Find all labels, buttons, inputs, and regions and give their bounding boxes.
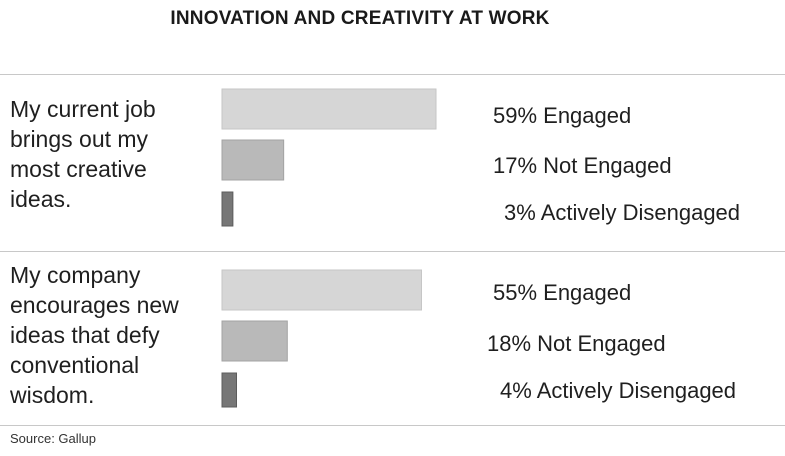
question-1-label: My current job brings out my most creati… [10,96,156,212]
bar-label-q2-actively-disengaged: 4% Actively Disengaged [500,378,736,403]
source-note: Source: Gallup [10,431,96,446]
question-2-label: My company encourages new ideas that def… [10,262,179,408]
bar-q1-not-engaged [221,139,285,181]
bar-q2-not-engaged [221,320,288,362]
chart-title: INNOVATION AND CREATIVITY AT WORK [170,8,550,29]
bar-q1-engaged [221,88,437,130]
middle-divider [0,251,785,252]
bottom-divider [0,425,785,426]
bar-label-q1-actively-disengaged: 3% Actively Disengaged [504,200,740,225]
bar-label-q1-not-engaged: 17% Not Engaged [493,153,672,178]
bar-label-q2-not-engaged: 18% Not Engaged [487,331,666,356]
bar-q2-actively-disengaged [221,372,238,408]
top-divider [0,74,785,75]
bar-label-q2-engaged: 55% Engaged [493,280,631,305]
bar-label-q1-engaged: 59% Engaged [493,103,631,128]
bar-q2-engaged [221,269,422,311]
bar-q1-actively-disengaged [221,191,234,227]
